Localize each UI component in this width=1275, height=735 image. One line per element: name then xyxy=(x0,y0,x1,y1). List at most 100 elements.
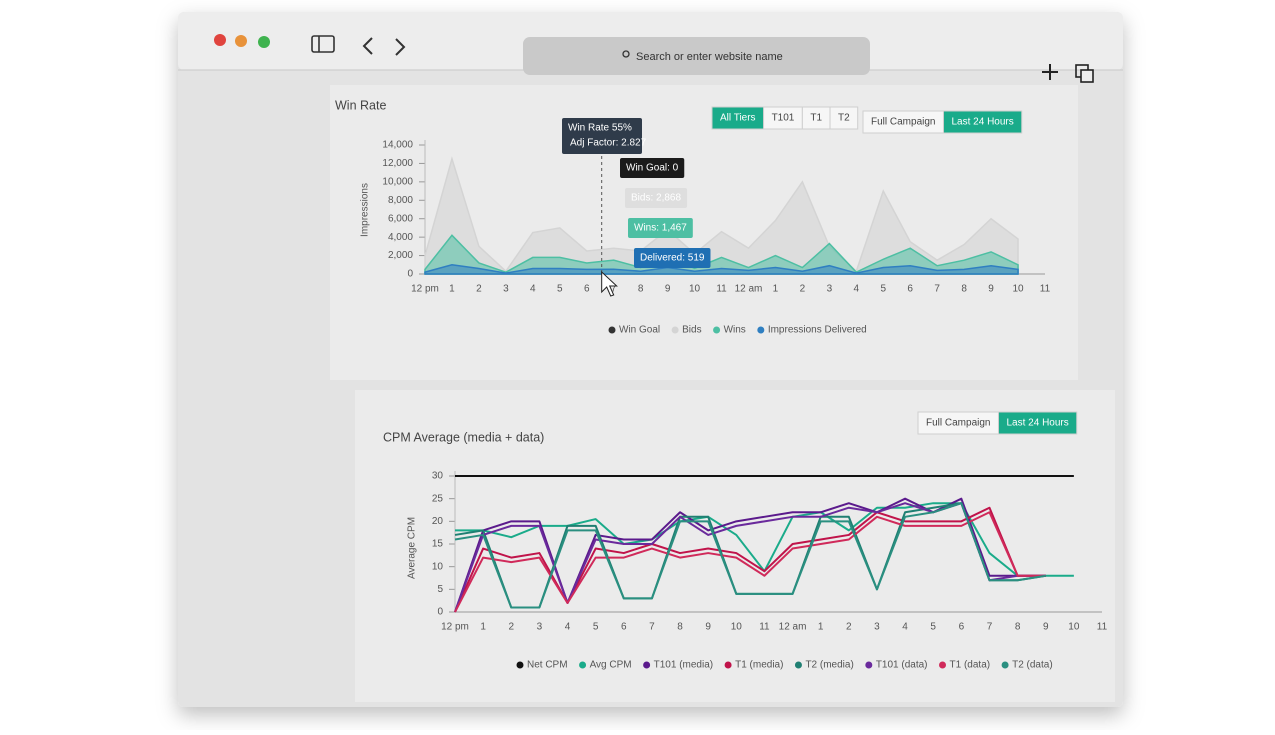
y-tick-label: 8,000 xyxy=(388,195,413,206)
x-tick-label: 8 xyxy=(1015,622,1021,633)
panel-cpm xyxy=(355,390,1115,702)
legend-label[interactable]: T2 (data) xyxy=(1012,660,1053,671)
x-tick-label: 6 xyxy=(584,284,590,295)
legend-label[interactable]: Bids xyxy=(682,325,701,336)
x-tick-label: 7 xyxy=(611,284,617,295)
legend-label[interactable]: T2 (media) xyxy=(805,660,853,671)
x-tick-label: 3 xyxy=(827,284,833,295)
series-area xyxy=(424,156,1019,275)
x-tick-label: 1 xyxy=(449,284,455,295)
maximize-button[interactable] xyxy=(258,36,270,48)
x-tick-label: 2 xyxy=(476,284,482,295)
legend-marker[interactable] xyxy=(1001,661,1009,669)
x-tick-label: 6 xyxy=(621,622,627,633)
x-tick-label: 3 xyxy=(537,622,543,633)
legend-label[interactable]: T1 (data) xyxy=(950,660,991,671)
x-tick-label: 1 xyxy=(818,622,824,633)
legend-marker[interactable] xyxy=(757,326,765,334)
x-tick-label: 5 xyxy=(880,284,886,295)
legend-marker[interactable] xyxy=(724,661,732,669)
legend-label[interactable]: Avg CPM xyxy=(590,660,632,671)
toggle-button[interactable] xyxy=(829,106,859,130)
tooltip-box xyxy=(562,118,642,154)
toggle-button-label: All Tiers xyxy=(720,113,756,124)
forward-button[interactable] xyxy=(395,38,406,56)
chart-title: CPM Average (media + data) xyxy=(383,430,544,444)
back-button[interactable] xyxy=(362,37,373,55)
legend-marker[interactable] xyxy=(865,661,873,669)
x-tick-label: 4 xyxy=(530,284,536,295)
x-tick-label: 9 xyxy=(665,284,671,295)
tabs-button[interactable] xyxy=(1075,64,1094,83)
x-tick-label: 11 xyxy=(1040,284,1051,295)
series-area xyxy=(424,234,1019,275)
y-tick-label: 15 xyxy=(432,539,444,550)
legend-marker[interactable] xyxy=(608,326,616,334)
legend-marker[interactable] xyxy=(794,661,802,669)
toggle-button-label: Last 24 Hours xyxy=(951,117,1013,128)
x-tick-label: 5 xyxy=(593,622,599,633)
legend-label[interactable]: Wins xyxy=(724,325,746,336)
y-tick-label: 14,000 xyxy=(382,140,413,151)
toggle-button[interactable] xyxy=(942,110,1023,134)
x-tick-label: 4 xyxy=(902,622,908,633)
x-tick-label: 3 xyxy=(503,284,509,295)
legend-marker[interactable] xyxy=(579,661,587,669)
tooltip-text: Adj Factor: 2.827 xyxy=(570,138,647,149)
y-tick-label: 5 xyxy=(437,584,443,595)
legend-marker[interactable] xyxy=(671,326,679,334)
y-tick-label: 2,000 xyxy=(388,250,413,261)
x-tick-label: 10 xyxy=(731,622,743,633)
x-tick-label: 4 xyxy=(854,284,860,295)
tooltip-text: Wins: 1,467 xyxy=(634,223,687,234)
x-tick-label: 10 xyxy=(1012,284,1024,295)
series-line xyxy=(454,506,1046,613)
toggle-button[interactable] xyxy=(997,411,1078,435)
y-tick-label: 10 xyxy=(432,561,444,572)
tooltip-text: Delivered: 519 xyxy=(640,253,705,264)
y-axis-title: Average CPM xyxy=(407,517,418,579)
toggle-button-label: T1 xyxy=(810,113,822,124)
series-line xyxy=(454,502,1046,609)
legend-label[interactable]: T101 (data) xyxy=(876,660,928,671)
chart-title: Win Rate xyxy=(335,98,386,112)
x-tick-label: 9 xyxy=(705,622,711,633)
sidebar-button[interactable] xyxy=(311,35,335,53)
x-tick-label: 1 xyxy=(773,284,779,295)
toggle-button-label: Last 24 Hours xyxy=(1006,418,1068,429)
legend-label[interactable]: T101 (media) xyxy=(654,660,713,671)
legend-label[interactable]: Win Goal xyxy=(619,325,660,336)
minimize-button[interactable] xyxy=(235,35,247,47)
legend-label[interactable]: T1 (media) xyxy=(735,660,783,671)
legend-label[interactable]: Impressions Delivered xyxy=(768,325,867,336)
x-tick-label: 9 xyxy=(988,284,994,295)
tooltip-text: Win Goal: 0 xyxy=(626,163,679,174)
y-tick-label: 20 xyxy=(432,516,444,527)
legend-marker[interactable] xyxy=(713,326,721,334)
cursor xyxy=(601,270,618,297)
tooltip-text: Bids: 2,868 xyxy=(631,193,681,204)
x-tick-label: 10 xyxy=(689,284,701,295)
x-tick-label: 12 am xyxy=(735,284,763,295)
y-tick-label: 30 xyxy=(432,471,444,482)
legend-label[interactable]: Net CPM xyxy=(527,660,568,671)
close-button[interactable] xyxy=(214,34,226,46)
x-tick-label: 4 xyxy=(565,622,571,633)
legend-marker[interactable] xyxy=(939,661,947,669)
legend-marker[interactable] xyxy=(516,661,524,669)
x-tick-label: 1 xyxy=(480,622,486,633)
y-axis-title: Impressions xyxy=(360,183,371,237)
x-tick-label: 7 xyxy=(934,284,940,295)
new-tab-button[interactable] xyxy=(1042,64,1058,80)
x-tick-label: 5 xyxy=(930,622,936,633)
x-tick-label: 12 am xyxy=(779,622,807,633)
x-tick-label: 9 xyxy=(1043,622,1049,633)
x-tick-label: 7 xyxy=(649,622,655,633)
legend-marker[interactable] xyxy=(643,661,651,669)
y-tick-label: 25 xyxy=(432,493,444,504)
x-tick-label: 8 xyxy=(677,622,683,633)
toggle-button-label: Full Campaign xyxy=(926,418,990,429)
address-bar[interactable] xyxy=(523,37,870,75)
